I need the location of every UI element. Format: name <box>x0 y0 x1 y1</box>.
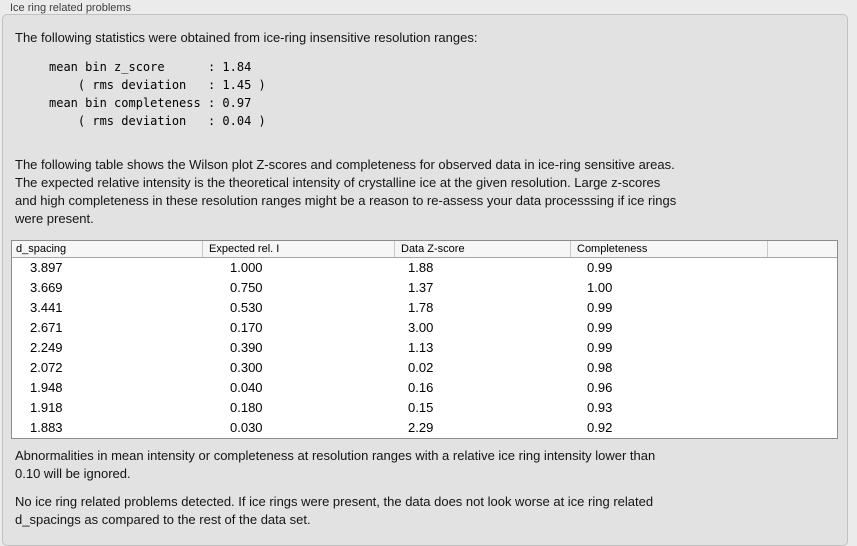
ice-ring-panel: The following statistics were obtained f… <box>2 14 848 546</box>
table-cell <box>767 338 837 358</box>
table-cell <box>767 318 837 338</box>
column-header-data-z-score[interactable]: Data Z-score <box>394 241 570 257</box>
table-cell: 1.88 <box>408 260 434 275</box>
table-cell: 1.948 <box>30 380 63 395</box>
table-cell: 2.671 <box>30 320 63 335</box>
table-cell: 0.180 <box>230 400 263 415</box>
table-row[interactable]: 2.671 0.170 3.00 0.99 <box>12 318 837 338</box>
table-cell: 3.441 <box>30 300 63 315</box>
table-cell <box>767 398 837 418</box>
groupbox-title: Ice ring related problems <box>10 2 132 14</box>
table-cell: 0.99 <box>587 260 613 275</box>
table-cell: 2.072 <box>30 360 63 375</box>
table-cell: 0.92 <box>587 420 613 435</box>
conclusion-text: No ice ring related problems detected. I… <box>15 494 654 527</box>
table-row[interactable]: 3.441 0.530 1.78 0.99 <box>12 298 837 318</box>
ignore-note-text: Abnormalities in mean intensity or compl… <box>15 448 656 481</box>
table-cell: 0.99 <box>587 340 613 355</box>
table-cell: 2.29 <box>408 420 434 435</box>
table-cell: 0.390 <box>230 340 263 355</box>
column-header-blank[interactable] <box>767 241 837 257</box>
column-header-expected-rel-i[interactable]: Expected rel. I <box>202 241 394 257</box>
table-cell: 0.170 <box>230 320 263 335</box>
table-cell <box>767 258 837 278</box>
table-cell: 1.883 <box>30 420 63 435</box>
table-cell: 1.78 <box>408 300 434 315</box>
table-description-text: The following table shows the Wilson plo… <box>15 157 677 226</box>
intro-text: The following statistics were obtained f… <box>15 30 478 45</box>
table-row[interactable]: 3.669 0.750 1.37 1.00 <box>12 278 837 298</box>
table-cell: 0.99 <box>587 320 613 335</box>
statistics-block: mean bin z_score : 1.84 ( rms deviation … <box>49 60 266 128</box>
table-cell <box>767 298 837 318</box>
table-cell: 1.37 <box>408 280 434 295</box>
table-cell: 0.98 <box>587 360 613 375</box>
table-cell: 0.16 <box>408 380 434 395</box>
table-row[interactable]: 3.897 1.000 1.88 0.99 <box>12 258 837 278</box>
table-cell: 0.15 <box>408 400 434 415</box>
table-row[interactable]: 2.249 0.390 1.13 0.99 <box>12 338 837 358</box>
table-cell: 0.300 <box>230 360 263 375</box>
table-header-row: d_spacing Expected rel. I Data Z-score Comp… <box>12 241 837 258</box>
table-cell: 1.918 <box>30 400 63 415</box>
table-cell <box>767 358 837 378</box>
table-cell: 1.13 <box>408 340 434 355</box>
table-cell: 3.897 <box>30 260 63 275</box>
table-cell: 0.02 <box>408 360 434 375</box>
table-cell: 0.96 <box>587 380 613 395</box>
column-header-completeness[interactable]: Completeness <box>570 241 767 257</box>
table-cell <box>767 378 837 398</box>
table-row[interactable]: 1.918 0.180 0.15 0.93 <box>12 398 837 418</box>
table-cell: 0.040 <box>230 380 263 395</box>
table-cell: 3.669 <box>30 280 63 295</box>
table-row[interactable]: 1.948 0.040 0.16 0.96 <box>12 378 837 398</box>
table-cell: 3.00 <box>408 320 434 335</box>
table-cell <box>767 418 837 438</box>
table-cell <box>767 278 837 298</box>
table-cell: 2.249 <box>30 340 63 355</box>
table-row[interactable]: 1.883 0.030 2.29 0.92 <box>12 418 837 438</box>
table-row[interactable]: 2.072 0.300 0.02 0.98 <box>12 358 837 378</box>
table-cell: 0.93 <box>587 400 613 415</box>
table-cell: 1.00 <box>587 280 613 295</box>
table-cell: 0.99 <box>587 300 613 315</box>
table-cell: 1.000 <box>230 260 263 275</box>
table-cell: 0.750 <box>230 280 263 295</box>
ice-table: d_spacing Expected rel. I Data Z-score Comp… <box>11 240 838 439</box>
table-cell: 0.530 <box>230 300 263 315</box>
column-header-d-spacing[interactable]: d_spacing <box>16 243 67 255</box>
table-cell: 0.030 <box>230 420 263 435</box>
